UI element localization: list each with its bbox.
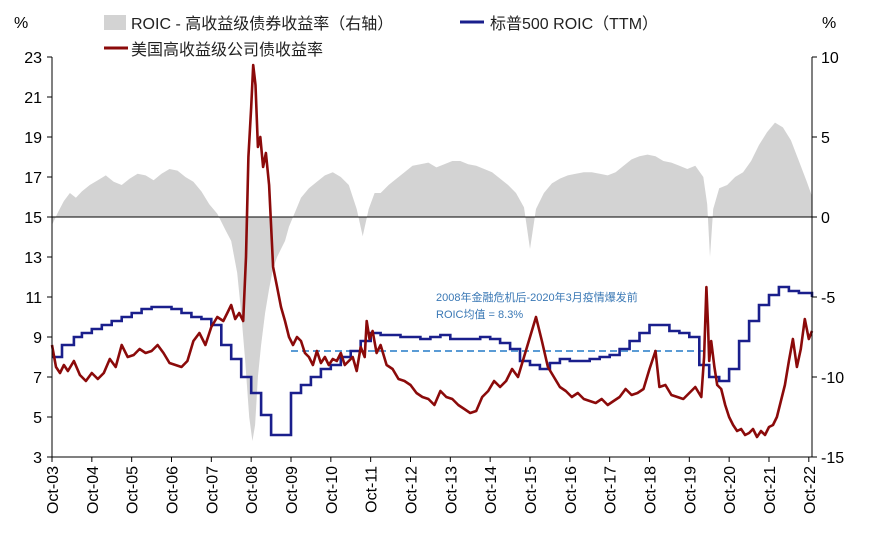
- x-tick-label: Oct-07: [204, 466, 221, 514]
- left-tick-label: 3: [33, 450, 42, 467]
- x-tick-label: Oct-21: [762, 466, 779, 514]
- left-tick-label: 17: [24, 170, 42, 187]
- legend-swatch-spread: [104, 15, 126, 30]
- right-tick-label: -5: [821, 290, 835, 307]
- x-tick-label: Oct-09: [284, 466, 301, 514]
- left-tick-label: 15: [24, 210, 42, 227]
- x-tick-label: Oct-10: [324, 466, 341, 514]
- x-tick-label: Oct-16: [563, 466, 580, 514]
- x-tick-label: Oct-14: [483, 466, 500, 514]
- plot-area: 3 5 7 9 11 13 15 17 19 21 23 -15 -10 -5 0 5 10 Oct-03 Oct-…: [24, 50, 844, 514]
- legend-item-spread: ROIC - 高收益级债券收益率（右轴）: [104, 15, 393, 33]
- x-tick-label: Oct-17: [603, 466, 620, 514]
- x-tick-label: Oct-05: [125, 466, 142, 514]
- legend-item-hy-yield: 美国高收益级公司债收益率: [104, 41, 323, 59]
- x-tick-label: Oct-15: [523, 466, 540, 514]
- annotation: 2008年金融危机后-2020年3月疫情爆发前 ROIC均值 = 8.3%: [436, 290, 638, 321]
- left-tick-label: 19: [24, 130, 42, 147]
- left-tick-label: 23: [24, 50, 42, 67]
- left-axis-unit: %: [14, 15, 28, 32]
- x-tick-label: Oct-12: [403, 466, 420, 514]
- annotation-line-1: 2008年金融危机后-2020年3月疫情爆发前: [436, 290, 638, 304]
- right-tick-label: 0: [821, 210, 830, 227]
- x-tick-label: Oct-03: [45, 466, 62, 514]
- legend-label-spread: ROIC - 高收益级债券收益率（右轴）: [131, 15, 393, 33]
- legend: ROIC - 高收益级债券收益率（右轴） 标普500 ROIC（TTM） 美国高…: [104, 15, 658, 59]
- annotation-line-2: ROIC均值 = 8.3%: [436, 308, 523, 321]
- x-tick-label: Oct-19: [682, 466, 699, 514]
- x-tick-label: Oct-08: [244, 466, 261, 514]
- x-tick-label: Oct-04: [85, 466, 102, 514]
- right-tick-label: -10: [821, 370, 844, 387]
- right-tick-label: 10: [821, 50, 839, 67]
- left-tick-label: 5: [33, 410, 42, 427]
- left-tick-label: 21: [24, 90, 42, 107]
- legend-label-hy-yield: 美国高收益级公司债收益率: [131, 41, 323, 59]
- right-axis-unit: %: [822, 15, 836, 32]
- x-tick-label: Oct-22: [802, 466, 819, 514]
- series-hy-yield-line: [50, 63, 814, 439]
- x-tick-label: Oct-11: [364, 466, 381, 513]
- right-tick-label: 5: [821, 130, 830, 147]
- left-tick-label: 13: [24, 250, 42, 267]
- legend-item-roic: 标普500 ROIC（TTM）: [460, 15, 658, 33]
- left-tick-label: 7: [33, 370, 42, 387]
- legend-label-roic: 标普500 ROIC（TTM）: [490, 15, 658, 33]
- x-tick-label: Oct-06: [164, 466, 181, 514]
- series-roic-line: [52, 285, 814, 437]
- series-spread-area: [52, 122, 812, 441]
- x-tick-label: Oct-20: [722, 466, 739, 514]
- x-tick-label: Oct-18: [642, 466, 659, 514]
- left-tick-label: 9: [33, 330, 42, 347]
- x-tick-label: Oct-13: [443, 466, 460, 514]
- right-tick-label: -15: [821, 450, 844, 467]
- left-tick-label: 11: [25, 290, 42, 307]
